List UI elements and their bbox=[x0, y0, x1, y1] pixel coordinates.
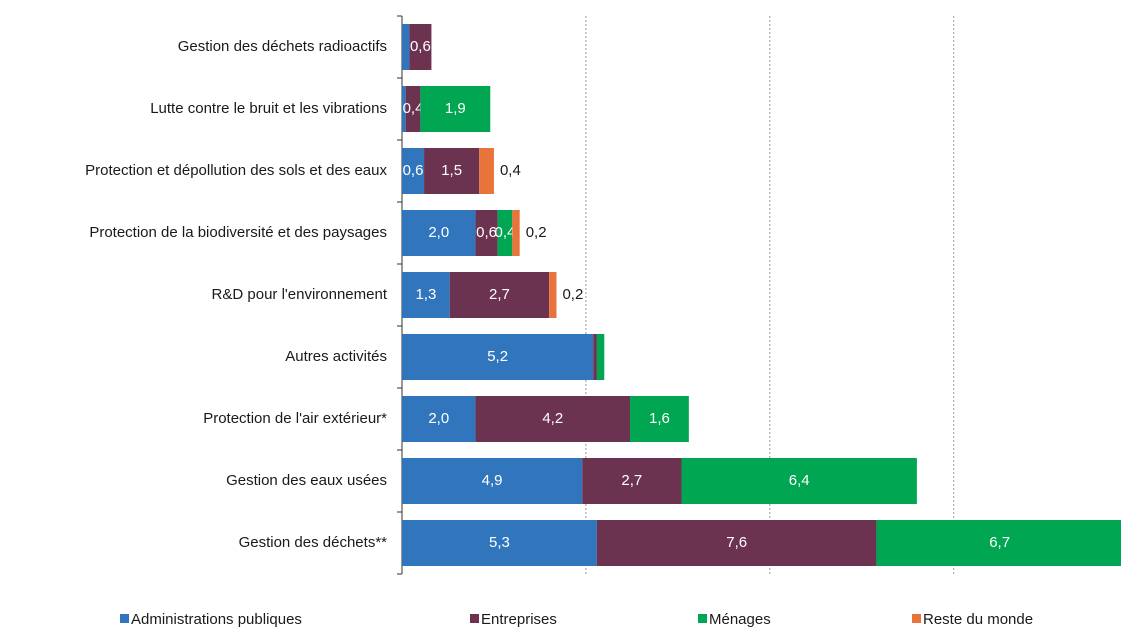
legend-label: Ménages bbox=[709, 611, 771, 628]
value-label: 0,4 bbox=[500, 162, 521, 179]
value-label: 2,7 bbox=[621, 472, 642, 489]
bar-segment bbox=[582, 458, 682, 504]
bar-segment bbox=[405, 86, 421, 132]
legend-swatch bbox=[912, 614, 921, 623]
value-label: 0,6 bbox=[410, 38, 431, 55]
bar-segment bbox=[402, 24, 410, 70]
value-label: 0,2 bbox=[562, 286, 583, 303]
value-label: 6,4 bbox=[789, 472, 810, 489]
bar-segment bbox=[424, 148, 480, 194]
bar-segment bbox=[402, 396, 476, 442]
bar-segment bbox=[402, 272, 450, 318]
value-label: 1,5 bbox=[441, 162, 462, 179]
value-label: 5,2 bbox=[487, 348, 508, 365]
legend-swatch bbox=[470, 614, 479, 623]
value-label: 2,0 bbox=[428, 410, 449, 427]
bar-segment bbox=[402, 210, 476, 256]
bar-segment bbox=[409, 24, 432, 70]
bar-segment bbox=[596, 520, 877, 566]
value-label: 1,6 bbox=[649, 410, 670, 427]
legend-label: Entreprises bbox=[481, 611, 557, 628]
value-label: 2,0 bbox=[428, 224, 449, 241]
bar-segment bbox=[497, 210, 513, 256]
bar-segment bbox=[402, 458, 583, 504]
value-label: 0,6 bbox=[476, 224, 497, 241]
bar-segment bbox=[449, 272, 550, 318]
bar-segment bbox=[876, 520, 1121, 566]
value-label: 1,9 bbox=[445, 100, 466, 117]
category-label: Protection et dépollution des sols et de… bbox=[85, 162, 387, 179]
value-label: 4,2 bbox=[542, 410, 563, 427]
bar-segment bbox=[402, 148, 425, 194]
bar-segment bbox=[420, 86, 491, 132]
legend-swatch bbox=[698, 614, 707, 623]
category-label: Lutte contre le bruit et les vibrations bbox=[150, 100, 387, 117]
legend-label: Reste du monde bbox=[923, 611, 1033, 628]
category-label: R&D pour l'environnement bbox=[212, 286, 388, 303]
value-label: 4,9 bbox=[482, 472, 503, 489]
bar-segment bbox=[475, 210, 498, 256]
value-label: 0,2 bbox=[526, 224, 547, 241]
category-label: Gestion des déchets** bbox=[239, 534, 388, 551]
bar-segment bbox=[549, 272, 557, 318]
legend-label: Administrations publiques bbox=[131, 611, 302, 628]
bar-segment bbox=[512, 210, 520, 256]
bar-segment bbox=[402, 86, 406, 132]
legend-swatch bbox=[120, 614, 129, 623]
bar-segment bbox=[475, 396, 631, 442]
value-label: 1,3 bbox=[415, 286, 436, 303]
value-label: 0,4 bbox=[403, 100, 424, 117]
bar-segment bbox=[402, 520, 597, 566]
bar-segment bbox=[402, 334, 594, 380]
value-label: 2,7 bbox=[489, 286, 510, 303]
bar-segment bbox=[630, 396, 689, 442]
bar-segment bbox=[593, 334, 597, 380]
value-label: 0,6 bbox=[403, 162, 424, 179]
bar-segment bbox=[479, 148, 494, 194]
value-label: 5,3 bbox=[489, 534, 510, 551]
category-label: Protection de l'air extérieur* bbox=[203, 410, 387, 427]
category-label: Autres activités bbox=[285, 348, 387, 365]
bar-segment bbox=[596, 334, 605, 380]
value-label: 6,7 bbox=[989, 534, 1010, 551]
category-label: Protection de la biodiversité et des pay… bbox=[89, 224, 387, 241]
bar-segment bbox=[681, 458, 917, 504]
category-label: Gestion des eaux usées bbox=[226, 472, 387, 489]
value-label: 0,4 bbox=[495, 224, 516, 241]
category-label: Gestion des déchets radioactifs bbox=[178, 38, 387, 55]
value-label: 7,6 bbox=[726, 534, 747, 551]
